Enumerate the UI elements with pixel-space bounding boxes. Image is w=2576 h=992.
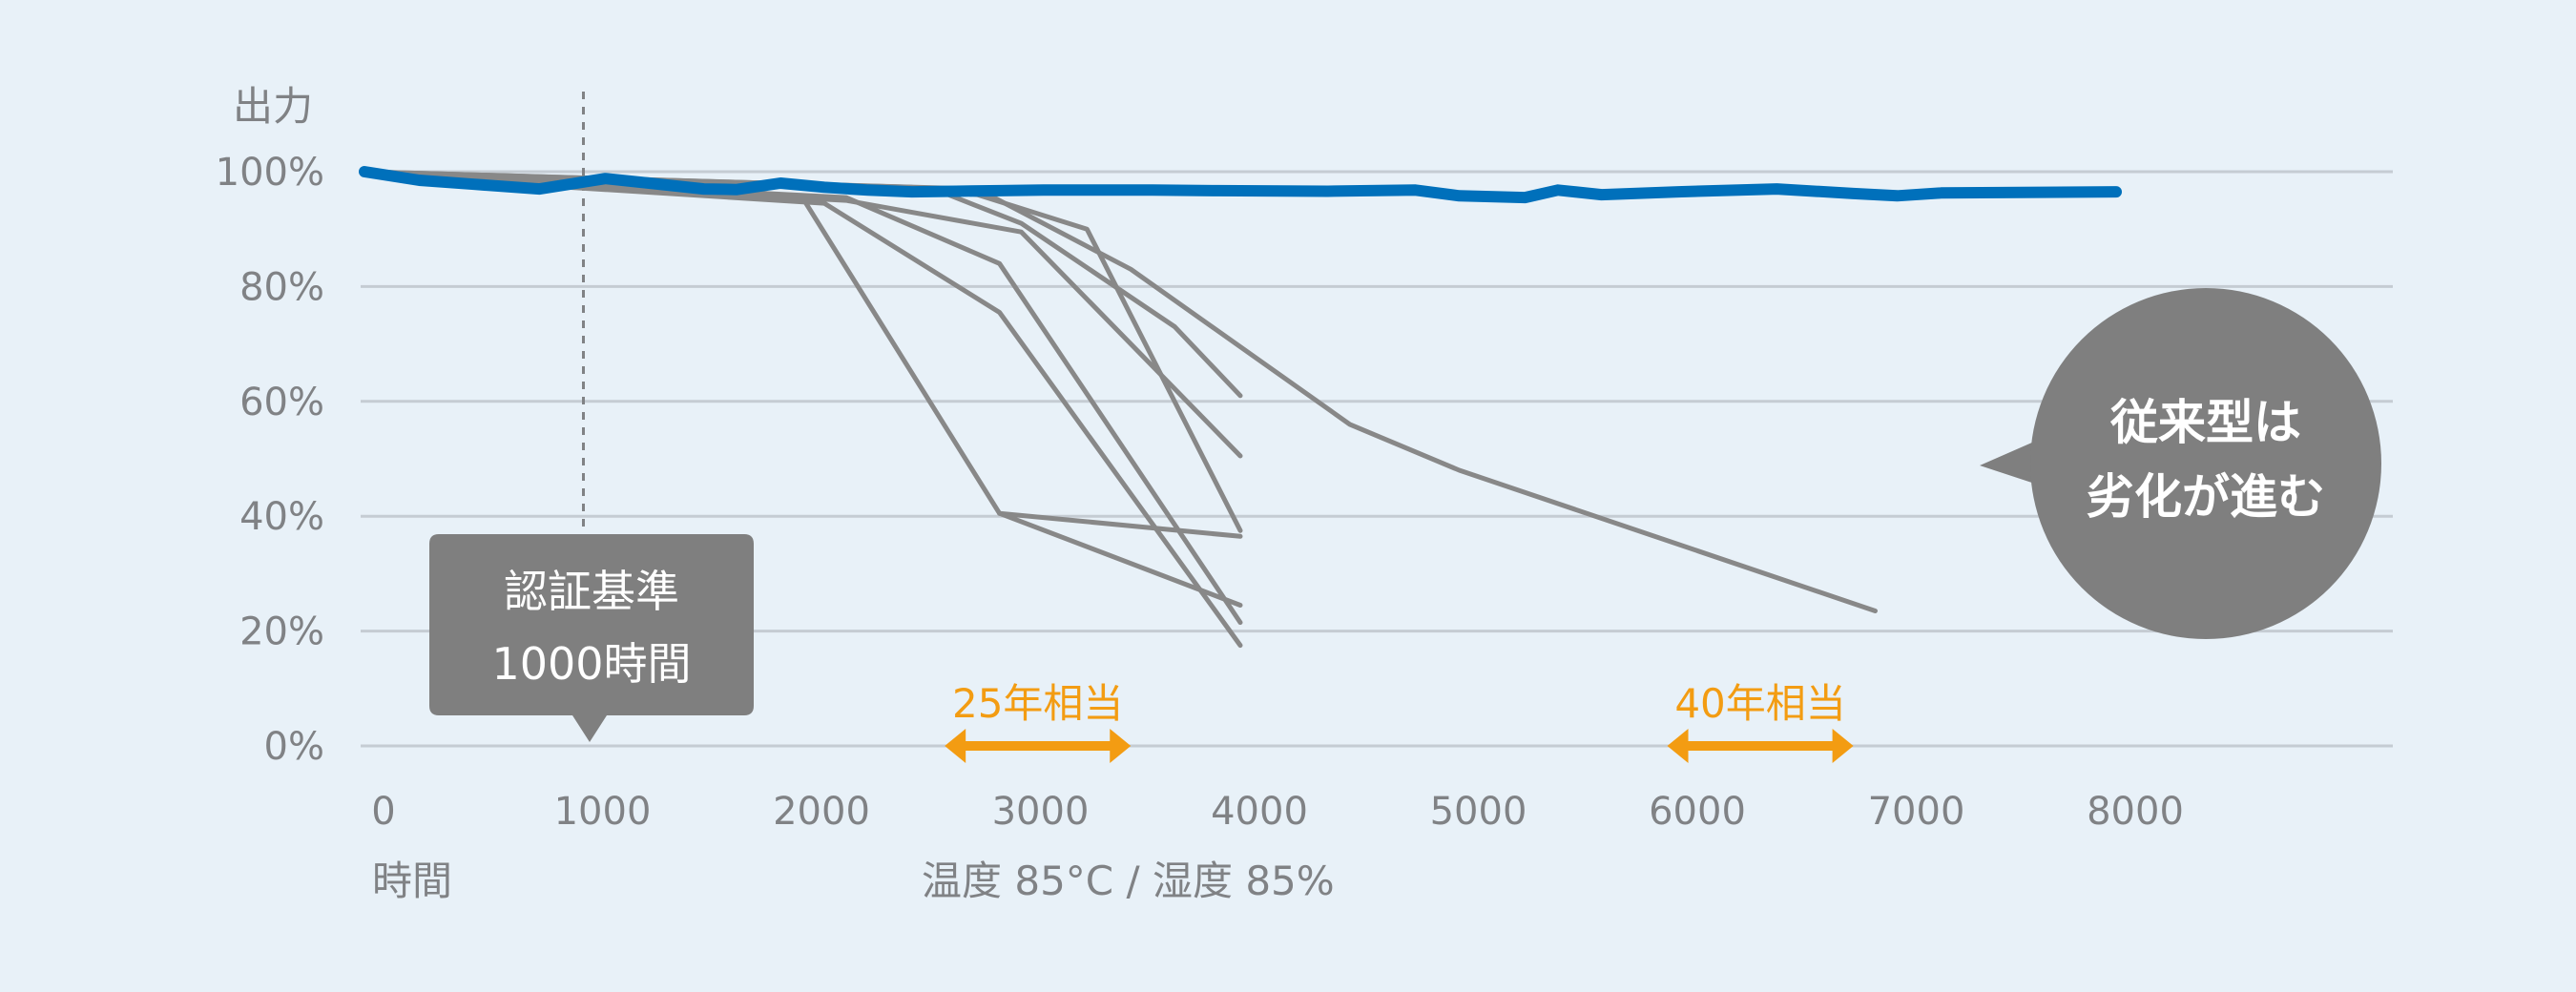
y-tick-label: 80% — [239, 265, 324, 309]
x-tick-label: 3000 — [992, 790, 1090, 834]
reference-callout-line1: 認証基準 — [504, 566, 679, 617]
range-40-arrow — [1667, 729, 1854, 763]
reference-callout-line2: 1000時間 — [491, 638, 691, 690]
conventional-callout: 従来型は 劣化が進む — [1980, 288, 2381, 639]
series-line-conventional — [362, 172, 1243, 459]
y-tick-label: 100% — [216, 151, 324, 195]
x-tick-label: 1000 — [554, 790, 652, 834]
series-line-conventional — [997, 510, 1243, 608]
reference-callout-box — [429, 534, 754, 742]
x-tick-label: 5000 — [1430, 790, 1527, 834]
x-tick-label: 4000 — [1211, 790, 1308, 834]
conventional-callout-line1: 従来型は — [2109, 395, 2301, 450]
x-axis-title: 時間 — [372, 858, 452, 904]
x-tick-label: 7000 — [1868, 790, 1965, 834]
test-condition-label: 温度 85°C / 湿度 85% — [922, 858, 1335, 904]
reference-callout: 認証基準 1000時間 — [429, 534, 754, 742]
range-25-arrow — [945, 729, 1132, 763]
conventional-callout-bubble — [2030, 288, 2381, 639]
series-layer — [359, 166, 2122, 649]
series-line-conventional — [362, 172, 1243, 649]
range-25-label: 25年相当 — [952, 680, 1123, 727]
series-line-conventional — [362, 169, 1243, 533]
range-40-years: 40年相当 — [1667, 680, 1854, 763]
tick-layer: 0% 20% 40% 60% 80% 100% 0 1000 2000 3000 4000 5000 6… — [216, 151, 2184, 834]
range-40-label: 40年相当 — [1674, 680, 1845, 727]
series-line-conventional — [362, 170, 1243, 539]
y-tick-label: 40% — [239, 495, 324, 539]
y-tick-label: 0% — [264, 725, 324, 769]
range-25-years: 25年相当 — [945, 680, 1132, 763]
y-tick-label: 20% — [239, 610, 324, 654]
x-tick-label: 6000 — [1649, 790, 1746, 834]
y-tick-label: 60% — [239, 381, 324, 424]
x-tick-label: 2000 — [773, 790, 870, 834]
conventional-callout-line2: 劣化が進む — [2087, 469, 2325, 525]
x-tick-label: 0 — [371, 790, 395, 834]
series-line-new-model — [359, 166, 2122, 204]
y-axis-title: 出力 — [233, 83, 313, 130]
series-line-conventional — [362, 170, 1243, 399]
x-tick-label: 8000 — [2087, 790, 2184, 834]
